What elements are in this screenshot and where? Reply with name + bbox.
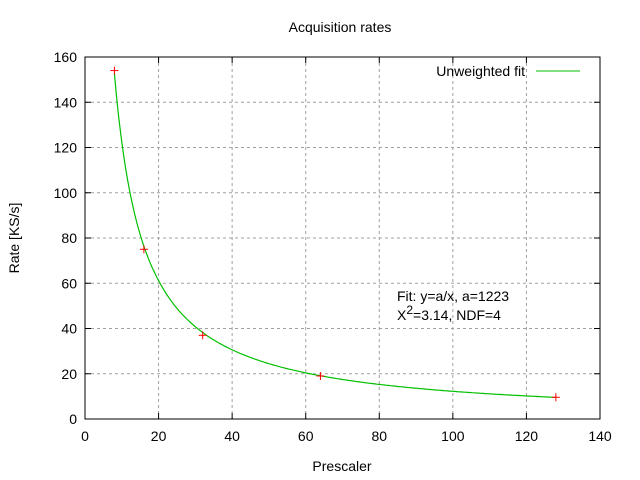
y-tick-label: 60 [61,275,77,291]
x-tick-label: 20 [151,428,167,444]
annotation-line1: Fit: y=a/x, a=1223 [397,288,509,304]
data-point [110,66,119,75]
x-tick-label: 60 [298,428,314,444]
data-point [551,393,560,402]
x-tick-label: 80 [371,428,387,444]
x-tick-label: 0 [81,428,89,444]
y-tick-label: 100 [54,185,78,201]
data-point [198,331,207,340]
annotation-line2: X2=3.14, NDF=4 [397,303,501,323]
x-tick-label: 40 [224,428,240,444]
data-point [316,372,325,381]
y-tick-label: 40 [61,321,77,337]
y-tick-label: 20 [61,366,77,382]
x-tick-label: 100 [441,428,465,444]
x-tick-label: 140 [588,428,612,444]
x-axis-label: Prescaler [312,458,371,474]
chart-title: Acquisition rates [289,19,392,35]
fit-curve [113,73,556,398]
y-axis-label: Rate [KS/s] [6,203,22,274]
x-tick-label: 120 [515,428,539,444]
y-tick-label: 0 [69,411,77,427]
y-tick-label: 80 [61,230,77,246]
y-tick-label: 140 [54,94,78,110]
data-point [139,245,148,254]
plot-frame [84,56,601,420]
y-tick-label: 120 [54,140,78,156]
y-tick-label: 160 [54,49,78,65]
legend-label: Unweighted fit [436,63,525,79]
